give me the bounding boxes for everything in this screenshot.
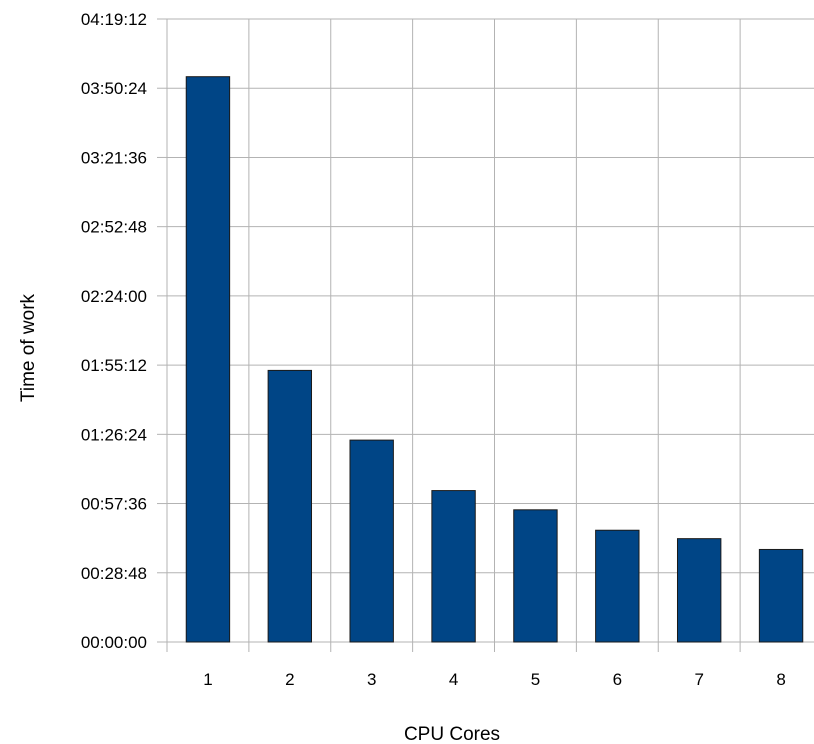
axes — [157, 18, 167, 643]
bar — [595, 529, 640, 643]
x-tick-labels: 1 2 3 4 5 6 7 8 — [203, 670, 786, 689]
x-axis-title: CPU Cores — [404, 724, 500, 744]
bars — [185, 76, 804, 643]
x-tick-label: 5 — [531, 670, 540, 689]
x-tick-label: 1 — [203, 670, 212, 689]
bar — [185, 76, 231, 643]
y-tick-label: 01:26:24 — [81, 425, 147, 444]
bar — [676, 538, 722, 643]
y-tick-label: 00:00:00 — [81, 633, 147, 652]
y-tick-label: 03:50:24 — [81, 79, 147, 98]
bar — [267, 369, 313, 643]
x-tick-label: 4 — [449, 670, 458, 689]
x-tick-label: 7 — [694, 670, 703, 689]
bar — [349, 439, 394, 643]
x-tick-label: 2 — [285, 670, 294, 689]
y-tick-label: 00:57:36 — [81, 495, 147, 514]
y-axis-title: Time of work — [18, 293, 39, 402]
x-tick-label: 8 — [776, 670, 785, 689]
y-tick-label: 00:28:48 — [81, 564, 147, 583]
y-tick-label: 02:52:48 — [81, 218, 147, 237]
y-tick-label: 01:55:12 — [81, 356, 147, 375]
bar — [758, 548, 804, 643]
bar — [513, 509, 558, 643]
y-tick-label: 03:21:36 — [81, 148, 147, 167]
y-tick-label: 02:24:00 — [81, 287, 147, 306]
y-tick-label: 04:19:12 — [81, 10, 147, 29]
bar — [431, 490, 476, 643]
x-tick-label: 6 — [613, 670, 622, 689]
grid-lines — [166, 18, 814, 652]
x-tick-label: 3 — [367, 670, 376, 689]
y-tick-labels: 00:00:00 00:28:48 00:57:36 01:26:24 01:55:12… — [81, 10, 147, 652]
